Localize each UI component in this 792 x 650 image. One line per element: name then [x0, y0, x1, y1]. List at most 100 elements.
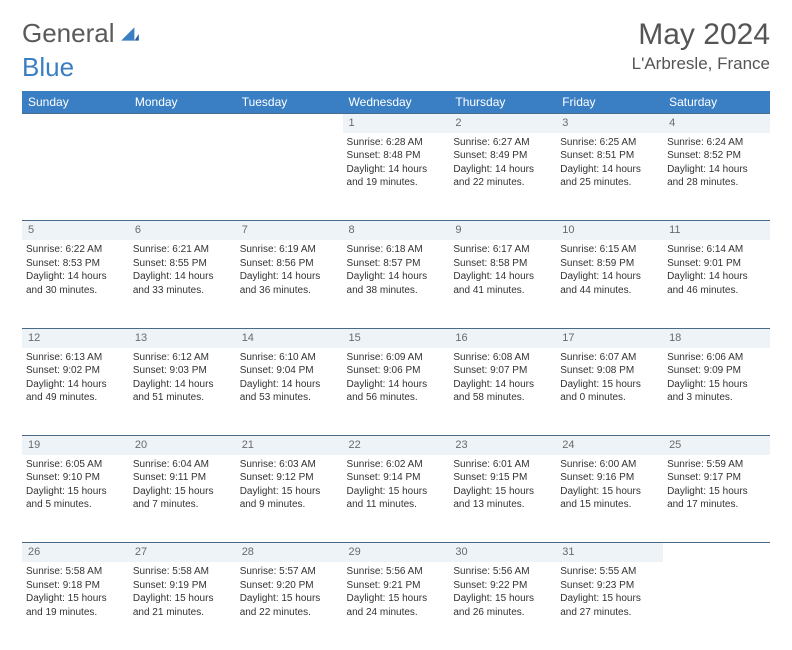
daylight-line: Daylight: 15 hours — [240, 485, 339, 499]
day-cell — [236, 133, 343, 221]
sunset-line: Sunset: 8:55 PM — [133, 257, 232, 271]
day-number-row: 567891011 — [22, 221, 770, 240]
sunset-line: Sunset: 9:08 PM — [560, 364, 659, 378]
weekday-header: Friday — [556, 91, 663, 114]
sunset-line: Sunset: 9:16 PM — [560, 471, 659, 485]
day-cell: Sunrise: 6:14 AMSunset: 9:01 PMDaylight:… — [663, 240, 770, 328]
day-number: 7 — [236, 221, 343, 240]
day-content-row: Sunrise: 6:22 AMSunset: 8:53 PMDaylight:… — [22, 240, 770, 328]
daylight-line-2: and 51 minutes. — [133, 391, 232, 405]
day-number: 15 — [343, 328, 450, 347]
day-cell: Sunrise: 6:09 AMSunset: 9:06 PMDaylight:… — [343, 348, 450, 436]
day-number — [129, 114, 236, 133]
day-number: 11 — [663, 221, 770, 240]
daylight-line-2: and 19 minutes. — [347, 176, 446, 190]
daylight-line: Daylight: 14 hours — [26, 270, 125, 284]
daylight-line-2: and 9 minutes. — [240, 498, 339, 512]
day-cell: Sunrise: 6:24 AMSunset: 8:52 PMDaylight:… — [663, 133, 770, 221]
daylight-line-2: and 0 minutes. — [560, 391, 659, 405]
day-number: 8 — [343, 221, 450, 240]
sunrise-line: Sunrise: 5:55 AM — [560, 565, 659, 579]
sunrise-line: Sunrise: 5:56 AM — [347, 565, 446, 579]
day-cell: Sunrise: 5:57 AMSunset: 9:20 PMDaylight:… — [236, 562, 343, 650]
day-number: 19 — [22, 436, 129, 455]
sunset-line: Sunset: 9:03 PM — [133, 364, 232, 378]
sunset-line: Sunset: 8:48 PM — [347, 149, 446, 163]
sunset-line: Sunset: 9:06 PM — [347, 364, 446, 378]
sunset-line: Sunset: 9:18 PM — [26, 579, 125, 593]
daylight-line: Daylight: 14 hours — [26, 378, 125, 392]
weekday-header: Sunday — [22, 91, 129, 114]
day-number: 1 — [343, 114, 450, 133]
daylight-line: Daylight: 14 hours — [667, 270, 766, 284]
day-content-row: Sunrise: 6:28 AMSunset: 8:48 PMDaylight:… — [22, 133, 770, 221]
sunset-line: Sunset: 9:15 PM — [453, 471, 552, 485]
sunset-line: Sunset: 9:23 PM — [560, 579, 659, 593]
daylight-line: Daylight: 14 hours — [667, 163, 766, 177]
daylight-line-2: and 22 minutes. — [240, 606, 339, 620]
daylight-line-2: and 44 minutes. — [560, 284, 659, 298]
day-number: 14 — [236, 328, 343, 347]
day-cell: Sunrise: 6:27 AMSunset: 8:49 PMDaylight:… — [449, 133, 556, 221]
day-cell: Sunrise: 6:28 AMSunset: 8:48 PMDaylight:… — [343, 133, 450, 221]
day-number: 3 — [556, 114, 663, 133]
daylight-line: Daylight: 15 hours — [453, 592, 552, 606]
sunset-line: Sunset: 9:01 PM — [667, 257, 766, 271]
day-number: 9 — [449, 221, 556, 240]
logo-text-blue: Blue — [22, 52, 770, 83]
sunset-line: Sunset: 8:52 PM — [667, 149, 766, 163]
daylight-line-2: and 13 minutes. — [453, 498, 552, 512]
sunset-line: Sunset: 9:02 PM — [26, 364, 125, 378]
day-cell: Sunrise: 6:21 AMSunset: 8:55 PMDaylight:… — [129, 240, 236, 328]
sunrise-line: Sunrise: 5:58 AM — [133, 565, 232, 579]
day-number: 23 — [449, 436, 556, 455]
day-cell: Sunrise: 6:10 AMSunset: 9:04 PMDaylight:… — [236, 348, 343, 436]
daylight-line: Daylight: 14 hours — [347, 378, 446, 392]
logo: General — [22, 18, 143, 49]
weekday-header: Saturday — [663, 91, 770, 114]
day-cell: Sunrise: 6:05 AMSunset: 9:10 PMDaylight:… — [22, 455, 129, 543]
daylight-line: Daylight: 15 hours — [667, 378, 766, 392]
daylight-line: Daylight: 14 hours — [347, 270, 446, 284]
daylight-line-2: and 5 minutes. — [26, 498, 125, 512]
sunset-line: Sunset: 9:11 PM — [133, 471, 232, 485]
day-number: 27 — [129, 543, 236, 562]
daylight-line: Daylight: 15 hours — [560, 378, 659, 392]
daylight-line-2: and 56 minutes. — [347, 391, 446, 405]
sunset-line: Sunset: 9:22 PM — [453, 579, 552, 593]
day-number — [663, 543, 770, 562]
daylight-line-2: and 38 minutes. — [347, 284, 446, 298]
daylight-line: Daylight: 15 hours — [26, 592, 125, 606]
day-number: 29 — [343, 543, 450, 562]
day-number: 17 — [556, 328, 663, 347]
day-cell: Sunrise: 5:58 AMSunset: 9:18 PMDaylight:… — [22, 562, 129, 650]
daylight-line-2: and 30 minutes. — [26, 284, 125, 298]
daylight-line-2: and 25 minutes. — [560, 176, 659, 190]
day-cell — [22, 133, 129, 221]
sunset-line: Sunset: 8:51 PM — [560, 149, 659, 163]
day-cell: Sunrise: 6:00 AMSunset: 9:16 PMDaylight:… — [556, 455, 663, 543]
day-cell: Sunrise: 6:15 AMSunset: 8:59 PMDaylight:… — [556, 240, 663, 328]
daylight-line: Daylight: 14 hours — [240, 270, 339, 284]
logo-triangle-icon — [119, 23, 141, 45]
sunrise-line: Sunrise: 6:25 AM — [560, 136, 659, 150]
sunrise-line: Sunrise: 5:57 AM — [240, 565, 339, 579]
day-number: 26 — [22, 543, 129, 562]
daylight-line: Daylight: 14 hours — [560, 270, 659, 284]
weekday-header: Thursday — [449, 91, 556, 114]
sunset-line: Sunset: 9:21 PM — [347, 579, 446, 593]
daylight-line-2: and 24 minutes. — [347, 606, 446, 620]
day-cell: Sunrise: 6:12 AMSunset: 9:03 PMDaylight:… — [129, 348, 236, 436]
sunrise-line: Sunrise: 6:22 AM — [26, 243, 125, 257]
sunset-line: Sunset: 9:19 PM — [133, 579, 232, 593]
daylight-line-2: and 22 minutes. — [453, 176, 552, 190]
daylight-line-2: and 27 minutes. — [560, 606, 659, 620]
daylight-line-2: and 28 minutes. — [667, 176, 766, 190]
day-number: 5 — [22, 221, 129, 240]
sunrise-line: Sunrise: 6:24 AM — [667, 136, 766, 150]
sunrise-line: Sunrise: 6:08 AM — [453, 351, 552, 365]
daylight-line: Daylight: 14 hours — [240, 378, 339, 392]
sunset-line: Sunset: 8:57 PM — [347, 257, 446, 271]
day-number: 25 — [663, 436, 770, 455]
sunrise-line: Sunrise: 6:00 AM — [560, 458, 659, 472]
